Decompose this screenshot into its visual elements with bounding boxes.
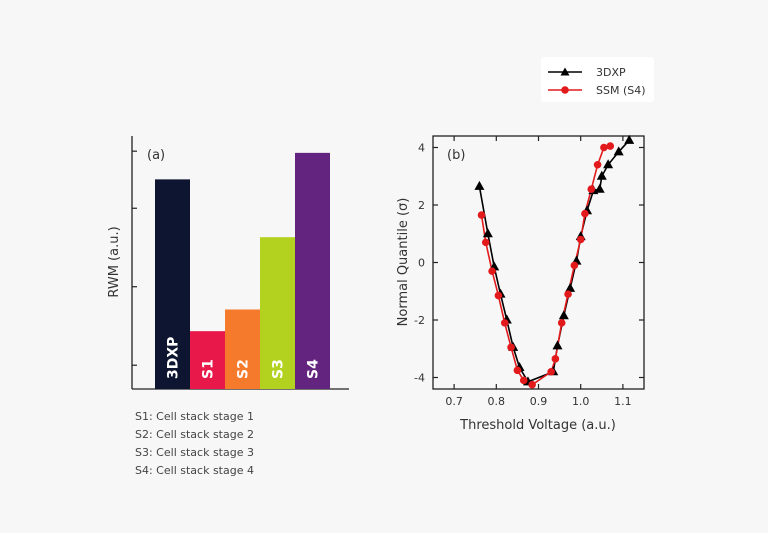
point-ssm xyxy=(481,238,490,247)
point-ssm xyxy=(576,235,585,244)
legend-item-3dxp: 3DXP xyxy=(548,66,626,79)
x-tick-label: 0.8 xyxy=(488,395,506,408)
point-ssm xyxy=(494,291,503,300)
x-tick-label: 0.9 xyxy=(530,395,548,408)
line-y-label: Normal Quantile (σ) xyxy=(396,198,411,327)
note-s3: S3: Cell stack stage 3 xyxy=(135,446,254,459)
point-3dxp xyxy=(565,282,576,292)
point-3dxp xyxy=(613,146,624,156)
bar-s1 xyxy=(190,331,225,389)
line-series xyxy=(474,134,635,389)
point-3dxp xyxy=(594,183,605,193)
bar-y-label: RWM (a.u.) xyxy=(107,226,122,297)
point-3dxp xyxy=(596,170,607,180)
bar-3dxp xyxy=(155,179,190,389)
point-3dxp xyxy=(552,340,563,350)
point-ssm xyxy=(593,160,602,169)
legend-label-ssm: SSM (S4) xyxy=(596,84,646,97)
point-ssm xyxy=(551,355,560,363)
bar-panel-label: (a) xyxy=(147,148,165,163)
line-x-label: Threshold Voltage (a.u.) xyxy=(459,418,616,433)
point-ssm xyxy=(606,142,615,150)
point-ssm xyxy=(564,290,572,298)
line-chart-b: 0.7 0.8 0.9 1.0 1.1 4 2 0 -2 -4 (b) Threshold Vol… xyxy=(396,134,645,433)
legend-label-3dxp: 3DXP xyxy=(596,66,626,79)
y-tick-label: 4 xyxy=(418,142,425,155)
point-3dxp xyxy=(482,228,493,238)
point-ssm xyxy=(513,366,522,375)
line-plot-frame xyxy=(432,135,645,390)
note-s4: S4: Cell stack stage 4 xyxy=(135,464,254,477)
bar-y-ticks xyxy=(132,150,137,366)
bar-label-3dxp: 3DXP xyxy=(166,337,182,379)
line-panel-label: (b) xyxy=(447,148,465,163)
note-s1: S1: Cell stack stage 1 xyxy=(135,410,254,423)
point-ssm xyxy=(500,319,509,327)
point-ssm xyxy=(600,143,608,152)
point-ssm xyxy=(488,267,496,275)
bar-s2 xyxy=(225,309,260,389)
y-tick-label: -2 xyxy=(414,314,425,327)
legend-item-ssm: SSM (S4) xyxy=(548,84,646,97)
point-ssm xyxy=(507,343,515,352)
legend: 3DXP SSM (S4) xyxy=(541,57,654,102)
bar-s3 xyxy=(260,237,295,389)
circle-marker-icon xyxy=(561,86,569,94)
point-3dxp xyxy=(603,159,614,169)
point-ssm xyxy=(519,376,528,385)
line-ticks: 0.7 0.8 0.9 1.0 1.1 4 2 0 -2 -4 xyxy=(414,136,644,408)
point-3dxp xyxy=(558,310,569,320)
y-tick-label: -4 xyxy=(414,372,425,385)
note-s2: S2: Cell stack stage 2 xyxy=(135,428,254,441)
bar-label-s2: S2 xyxy=(236,359,252,379)
bars: 3DXP S1 S2 S3 S4 xyxy=(155,152,330,389)
point-ssm xyxy=(477,211,486,219)
bar-label-s4: S4 xyxy=(306,359,322,379)
y-tick-label: 2 xyxy=(418,199,425,212)
x-tick-label: 1.1 xyxy=(614,395,632,408)
bar-label-s1: S1 xyxy=(201,359,217,379)
series-line-ssm xyxy=(480,145,611,386)
point-ssm xyxy=(581,209,589,218)
triangle-marker-icon xyxy=(560,67,570,76)
series-line-3dxp xyxy=(478,139,630,383)
point-ssm xyxy=(570,261,579,270)
point-3dxp xyxy=(474,180,485,190)
point-ssm xyxy=(547,367,555,376)
point-3dxp xyxy=(624,134,635,144)
x-tick-label: 1.0 xyxy=(572,395,590,408)
bar-chart-a: (a) RWM (a.u.) 3DXP S1 S2 S3 S4 xyxy=(107,136,349,390)
point-ssm xyxy=(528,380,536,389)
bar-label-s3: S3 xyxy=(271,359,287,379)
point-ssm xyxy=(587,185,596,193)
point-ssm xyxy=(557,319,566,327)
y-tick-label: 0 xyxy=(418,257,425,270)
x-tick-label: 0.7 xyxy=(445,395,463,408)
bar-s4 xyxy=(295,152,330,389)
